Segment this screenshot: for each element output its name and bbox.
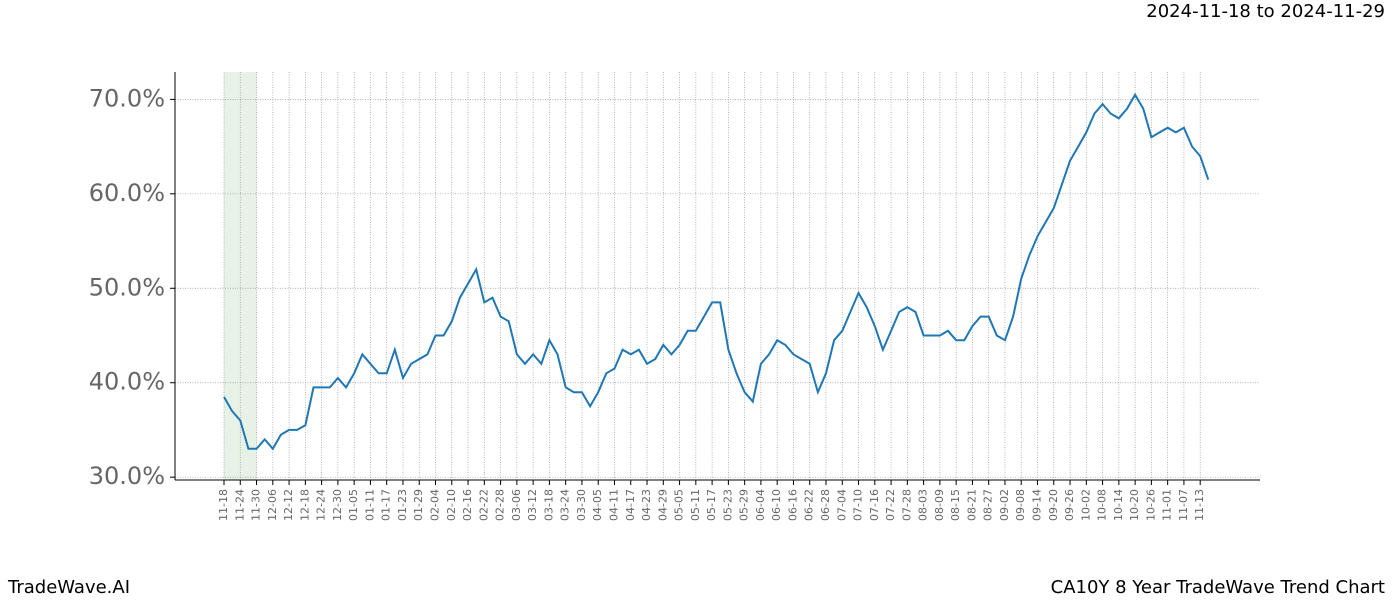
x-tick-label: 03-18 xyxy=(542,489,555,521)
x-tick-label: 04-11 xyxy=(607,489,620,521)
x-tick-label: 09-14 xyxy=(1031,489,1044,521)
y-tick-label: 40.0% xyxy=(89,368,165,396)
x-tick-label: 08-15 xyxy=(949,489,962,521)
x-tick-label: 04-17 xyxy=(624,489,637,521)
x-tick-label: 06-10 xyxy=(770,489,783,521)
x-tick-label: 02-04 xyxy=(429,489,442,521)
x-tick-label: 02-10 xyxy=(445,489,458,521)
x-tick-label: 12-18 xyxy=(298,489,311,521)
chart-title: CA10Y 8 Year TradeWave Trend Chart xyxy=(1051,577,1385,598)
x-tick-label: 09-08 xyxy=(1014,489,1027,521)
x-tick-label: 10-26 xyxy=(1144,489,1157,521)
y-tick-label: 50.0% xyxy=(89,273,165,301)
x-tick-label: 10-02 xyxy=(1079,489,1092,521)
x-tick-label: 07-10 xyxy=(852,489,865,521)
brand: TradeWave.AI xyxy=(7,577,130,598)
x-tick-label: 03-12 xyxy=(526,489,539,521)
x-tick-label: 05-23 xyxy=(721,489,734,521)
x-tick-label: 03-06 xyxy=(510,489,523,521)
x-tick-label: 11-30 xyxy=(250,489,263,521)
x-tick-label: 07-22 xyxy=(884,489,897,521)
x-tick-label: 08-03 xyxy=(917,489,930,521)
x-tick-label: 08-09 xyxy=(933,489,946,521)
x-tick-label: 04-29 xyxy=(656,489,669,521)
x-tick-label: 12-12 xyxy=(282,489,295,521)
x-tick-label: 10-20 xyxy=(1128,489,1141,521)
x-tick-label: 10-08 xyxy=(1096,489,1109,521)
y-tick-label: 60.0% xyxy=(89,179,165,207)
trend-line xyxy=(223,92,1210,451)
x-tick-label: 07-28 xyxy=(900,489,913,521)
x-tick-label: 02-28 xyxy=(494,489,507,521)
x-tick-label: 01-05 xyxy=(347,489,360,521)
x-tick-label: 06-28 xyxy=(819,489,832,521)
x-tick-label: 09-02 xyxy=(998,489,1011,521)
x-tick-label: 04-05 xyxy=(591,489,604,521)
x-tick-label: 11-07 xyxy=(1177,489,1190,521)
x-tick-label: 02-22 xyxy=(477,489,490,521)
x-tick-label: 11-13 xyxy=(1193,489,1206,521)
x-tick-label: 01-23 xyxy=(396,489,409,521)
x-tick-label: 06-04 xyxy=(754,489,767,521)
x-tick-label: 11-24 xyxy=(233,489,246,521)
x-tick-label: 12-24 xyxy=(315,489,328,521)
x-tick-label: 07-04 xyxy=(835,489,848,521)
date-range: 2024-11-18 to 2024-11-29 xyxy=(1146,1,1385,22)
x-tick-label: 08-27 xyxy=(982,489,995,521)
x-tick-label: 02-16 xyxy=(461,489,474,521)
x-tick-label: 05-17 xyxy=(705,489,718,521)
x-tick-label: 11-01 xyxy=(1161,489,1174,521)
x-tick-label: 09-26 xyxy=(1063,489,1076,521)
x-tick-label: 03-30 xyxy=(575,489,588,521)
x-tick-label: 05-11 xyxy=(689,489,702,521)
x-tick-label: 01-11 xyxy=(363,489,376,521)
x-tick-label: 05-29 xyxy=(738,489,751,521)
x-tick-label: 01-17 xyxy=(380,489,393,521)
x-tick-label: 09-20 xyxy=(1047,489,1060,521)
x-tick-label: 10-14 xyxy=(1112,489,1125,521)
highlight-band xyxy=(224,72,257,480)
x-tick-label: 03-24 xyxy=(559,489,572,521)
x-tick-label: 11-18 xyxy=(217,489,230,521)
x-tick-label: 01-29 xyxy=(412,489,425,521)
y-tick-label: 30.0% xyxy=(89,462,165,490)
x-tick-label: 06-22 xyxy=(803,489,816,521)
x-tick-label: 06-16 xyxy=(786,489,799,521)
x-tick-label: 08-21 xyxy=(965,489,978,521)
y-tick-label: 70.0% xyxy=(89,84,165,112)
x-tick-label: 07-16 xyxy=(868,489,881,521)
x-tick-label: 05-05 xyxy=(673,489,686,521)
x-tick-label: 04-23 xyxy=(640,489,653,521)
x-tick-label: 12-30 xyxy=(331,489,344,521)
x-tick-label: 12-06 xyxy=(266,489,279,521)
